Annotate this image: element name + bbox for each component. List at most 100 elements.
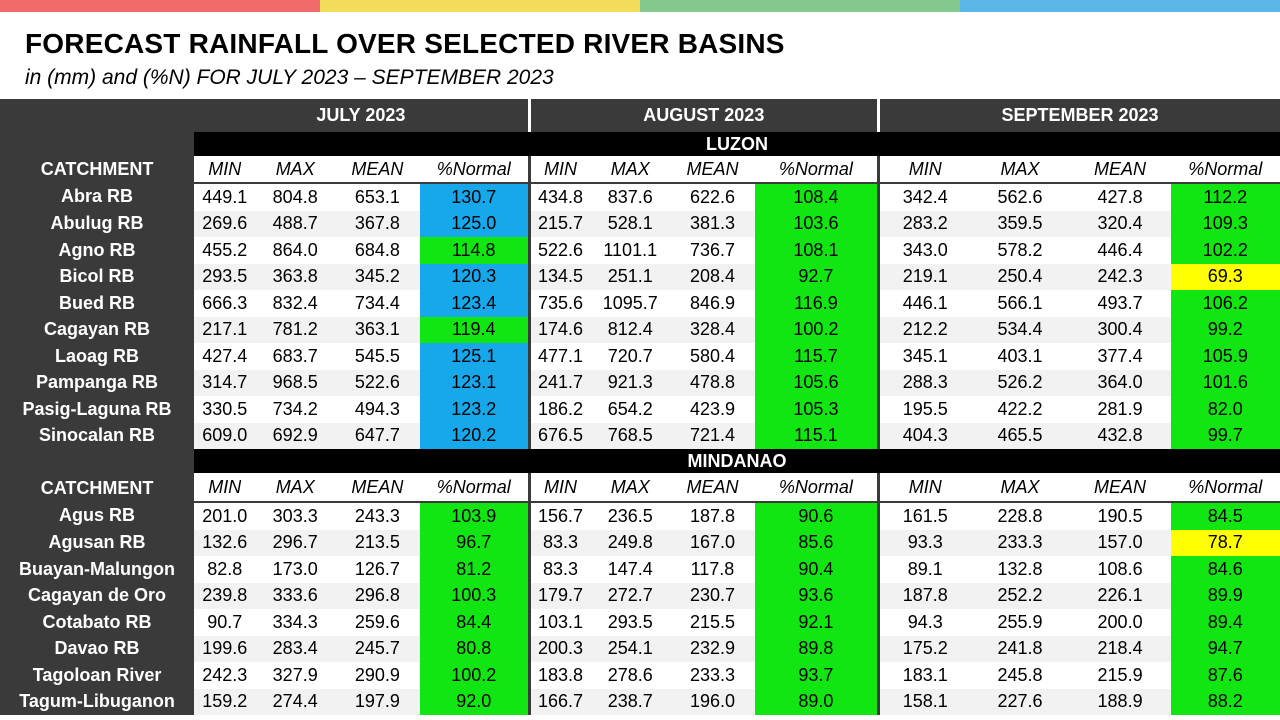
value-cell: 314.7 [194,369,256,396]
percent-normal-cell: 114.8 [419,237,531,264]
value-cell: 293.5 [194,263,256,290]
column-header-row: MIN MAX MEAN %Normal MIN MAX MEAN %Normal MIN MAX… [0,156,1280,184]
value-cell: 580.4 [670,343,755,370]
percent-normal-cell: 125.1 [419,343,531,370]
value-cell: 183.1 [878,662,971,689]
value-cell: 345.2 [335,263,420,290]
table-row: Bued RB 666.3 832.4 734.4 123.4 735.6 1095.7 84… [0,290,1280,317]
value-cell: 103.1 [529,609,591,636]
value-cell: 768.5 [590,422,671,449]
value-cell: 217.1 [194,316,256,343]
rainfall-table: CATCHMENT JULY 2023 AUGUST 2023 SEPTEMBER 2… [0,99,1280,715]
percent-normal-cell: 80.8 [419,635,531,662]
value-cell: 232.9 [670,635,755,662]
value-cell: 1101.1 [590,237,671,264]
percent-normal-cell: 89.0 [754,688,880,715]
value-cell: 296.7 [255,529,336,556]
month-header-row: CATCHMENT JULY 2023 AUGUST 2023 SEPTEMBER 2… [0,99,1280,183]
column-header: MAX [255,156,336,184]
value-cell: 242.3 [194,662,256,689]
table-row: Cagayan de Oro 239.8 333.6 296.8 100.3 179.7 2… [0,582,1280,609]
value-cell: 255.9 [970,609,1070,636]
value-cell: 427.8 [1069,183,1171,211]
value-cell: 333.6 [255,582,336,609]
region-left-spacer [0,449,195,473]
value-cell: 250.4 [970,263,1070,290]
percent-normal-cell: 92.7 [754,263,880,290]
value-cell: 526.2 [970,369,1070,396]
value-cell: 666.3 [194,290,256,317]
value-cell: 283.2 [878,210,971,237]
value-cell: 249.8 [590,529,671,556]
catchment-header: CATCHMENT [0,473,195,502]
value-cell: 238.7 [590,688,671,715]
column-header: MEAN [335,473,420,503]
value-cell: 327.9 [255,662,336,689]
value-cell: 201.0 [194,502,256,530]
table-row: Tagum-Libuganon 159.2 274.4 197.9 92.0 166.7 2… [0,688,1280,715]
value-cell: 692.9 [255,422,336,449]
percent-normal-cell: 101.6 [1170,369,1280,396]
month-header: SEPTEMBER 2023 [878,99,1280,132]
value-cell: 478.8 [670,369,755,396]
value-cell: 578.2 [970,237,1070,264]
value-cell: 609.0 [194,422,256,449]
value-cell: 251.1 [590,263,671,290]
table-row: Agus RB 201.0 303.3 243.3 103.9 156.7 236.5 187… [0,502,1280,530]
value-cell: 241.8 [970,635,1070,662]
value-cell: 93.3 [878,529,971,556]
value-cell: 343.0 [878,237,971,264]
column-header: %Normal [754,156,880,184]
percent-normal-cell: 105.9 [1170,343,1280,370]
column-header: MEAN [670,473,755,503]
value-cell: 132.8 [970,556,1070,583]
percent-normal-cell: 81.2 [419,556,531,583]
table-row: Cotabato RB 90.7 334.3 259.6 84.4 103.1 293.5 2… [0,609,1280,636]
value-cell: 82.8 [194,556,256,583]
value-cell: 187.8 [670,502,755,530]
catchment-name: Abulug RB [0,210,195,237]
value-cell: 720.7 [590,343,671,370]
percent-normal-cell: 84.6 [1170,556,1280,583]
column-header: %Normal [1170,473,1280,503]
value-cell: 812.4 [590,316,671,343]
value-cell: 226.1 [1069,582,1171,609]
percent-normal-cell: 125.0 [419,210,531,237]
value-cell: 804.8 [255,183,336,211]
value-cell: 156.7 [529,502,591,530]
value-cell: 200.0 [1069,609,1171,636]
value-cell: 94.3 [878,609,971,636]
top-bar-segment [320,0,640,12]
value-cell: 215.5 [670,609,755,636]
value-cell: 147.4 [590,556,671,583]
top-bar-segment [960,0,1280,12]
catchment-name: Cagayan RB [0,316,195,343]
percent-normal-cell: 87.6 [1170,662,1280,689]
table-row: Davao RB 199.6 283.4 245.7 80.8 200.3 254.1 232… [0,635,1280,662]
column-header: MAX [255,473,336,503]
percent-normal-cell: 92.1 [754,609,880,636]
value-cell: 288.3 [878,369,971,396]
column-header: MIN [878,156,971,184]
value-cell: 653.1 [335,183,420,211]
value-cell: 320.4 [1069,210,1171,237]
percent-normal-cell: 103.6 [754,210,880,237]
value-cell: 269.6 [194,210,256,237]
catchment-header: CATCHMENT [0,99,195,183]
table-row: Buayan-Malungon 82.8 173.0 126.7 81.2 83.3 147… [0,556,1280,583]
value-cell: 334.3 [255,609,336,636]
value-cell: 134.5 [529,263,591,290]
value-cell: 781.2 [255,316,336,343]
table-row: Laoag RB 427.4 683.7 545.5 125.1 477.1 720.7 58… [0,343,1280,370]
catchment-name: Tagoloan River [0,662,195,689]
value-cell: 274.4 [255,688,336,715]
value-cell: 183.8 [529,662,591,689]
column-header: %Normal [419,473,531,503]
value-cell: 477.1 [529,343,591,370]
value-cell: 676.5 [529,422,591,449]
value-cell: 219.1 [878,263,971,290]
percent-normal-cell: 82.0 [1170,396,1280,423]
page-subtitle: in (mm) and (%N) FOR JULY 2023 – SEPTEMB… [25,66,554,89]
value-cell: 562.6 [970,183,1070,211]
value-cell: 188.9 [1069,688,1171,715]
